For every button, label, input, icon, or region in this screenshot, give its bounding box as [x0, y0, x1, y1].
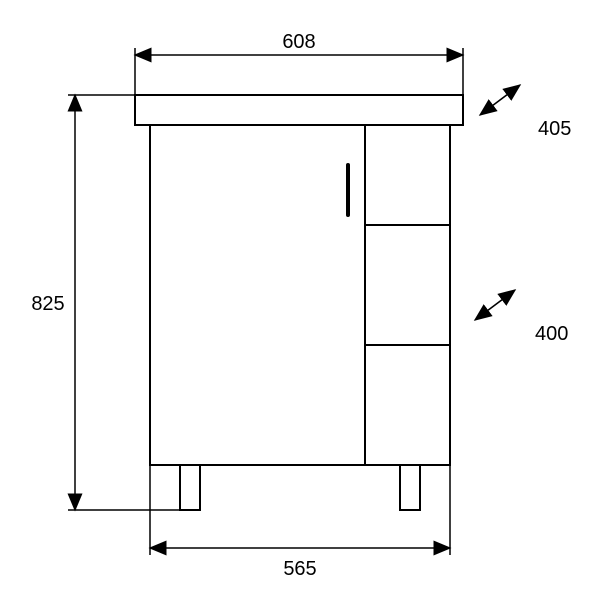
dim-top-width-value: 608 — [282, 31, 315, 53]
technical-drawing: 608 825 565 405 400 — [0, 0, 600, 600]
dim-depth-body: 400 — [475, 290, 568, 345]
leg-left — [180, 465, 200, 510]
cabinet-body — [150, 125, 450, 465]
dim-bottom-width-value: 565 — [283, 558, 316, 580]
dim-height-value: 825 — [31, 293, 64, 315]
dim-depth-body-value: 400 — [535, 323, 568, 345]
leg-right — [400, 465, 420, 510]
dim-depth-top-value: 405 — [538, 118, 571, 140]
dim-top-width: 608 — [135, 31, 463, 95]
dim-bottom-width: 565 — [150, 465, 450, 580]
dim-height: 825 — [31, 95, 180, 510]
countertop — [135, 95, 463, 125]
dim-depth-top: 405 — [480, 85, 571, 140]
